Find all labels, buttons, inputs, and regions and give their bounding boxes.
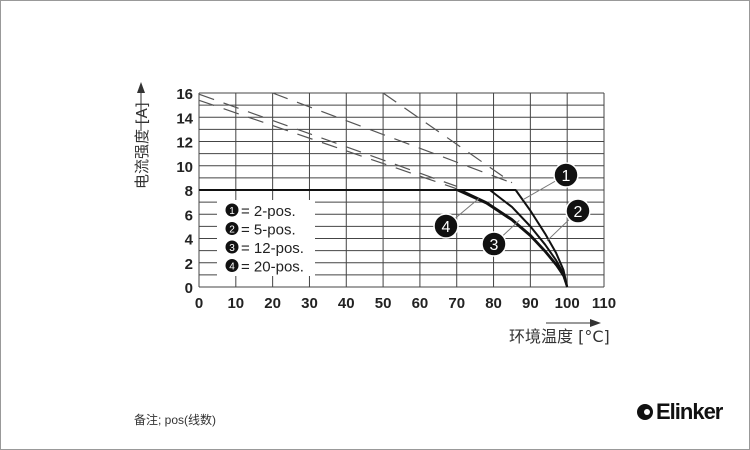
callout-circle — [565, 198, 591, 224]
series-line-2-pos. — [199, 189, 569, 288]
x-tick-label: 0 — [195, 295, 203, 312]
legend-label: = 20-pos. — [241, 259, 304, 276]
brand-logo: Elinker — [637, 399, 723, 425]
callout-number: 4 — [442, 219, 451, 236]
footnote: 备注; pos(线数) — [134, 413, 217, 427]
dashed-reference-line — [198, 93, 457, 187]
y-axis-arrowhead — [137, 82, 145, 93]
y-tick-label: 2 — [185, 256, 193, 273]
logo-text: Elinker — [656, 399, 723, 424]
x-tick-label: 100 — [555, 295, 580, 312]
y-tick-label: 0 — [185, 280, 193, 297]
x-tick-label: 40 — [338, 295, 355, 312]
y-tick-label: 14 — [176, 110, 193, 127]
y-tick-label: 16 — [176, 86, 193, 103]
callout-number: 2 — [574, 204, 583, 221]
x-tick-label: 70 — [448, 295, 465, 312]
legend-marker-number: 3 — [229, 243, 235, 254]
series-line-20-pos. — [199, 189, 569, 288]
legend-marker — [225, 222, 239, 235]
legend-marker — [225, 203, 239, 217]
legend-marker-number: 2 — [229, 225, 235, 236]
legend-marker — [225, 259, 239, 272]
y-axis-label: 电流强度 [A] — [133, 102, 151, 189]
series-line-5-pos. — [199, 189, 569, 288]
x-tick-label: 20 — [264, 295, 281, 312]
callout-circle — [433, 213, 459, 239]
dashed-reference-line — [382, 92, 513, 184]
callout-number: 1 — [562, 168, 571, 185]
dashed-reference-line — [198, 99, 457, 190]
x-tick-label: 10 — [227, 295, 244, 312]
callout-circle — [481, 231, 507, 257]
x-tick-label: 80 — [485, 295, 502, 312]
legend-marker-number: 1 — [229, 206, 235, 217]
logo-icon — [637, 404, 653, 420]
callout-circle — [553, 162, 579, 188]
y-tick-label: 8 — [185, 183, 193, 200]
legend-label: = 2-pos. — [241, 203, 296, 220]
y-tick-label: 4 — [185, 232, 194, 249]
x-tick-label: 110 — [592, 295, 616, 312]
legend-marker-number: 4 — [229, 262, 235, 273]
x-tick-label: 30 — [301, 295, 318, 312]
x-axis-label: 环境温度 [°C] — [509, 327, 610, 346]
legend-label: = 12-pos. — [241, 240, 304, 257]
y-tick-label: 6 — [185, 207, 193, 224]
callout-number: 3 — [490, 237, 499, 254]
legend-marker — [225, 240, 239, 254]
y-tick-label: 12 — [176, 135, 193, 152]
legend-label: = 5-pos. — [241, 222, 296, 239]
y-tick-label: 10 — [176, 159, 193, 176]
x-tick-label: 90 — [522, 295, 539, 312]
x-tick-label: 60 — [412, 295, 429, 312]
dashed-reference-line — [272, 92, 509, 183]
x-axis-arrowhead — [590, 319, 601, 327]
x-tick-label: 50 — [375, 295, 392, 312]
